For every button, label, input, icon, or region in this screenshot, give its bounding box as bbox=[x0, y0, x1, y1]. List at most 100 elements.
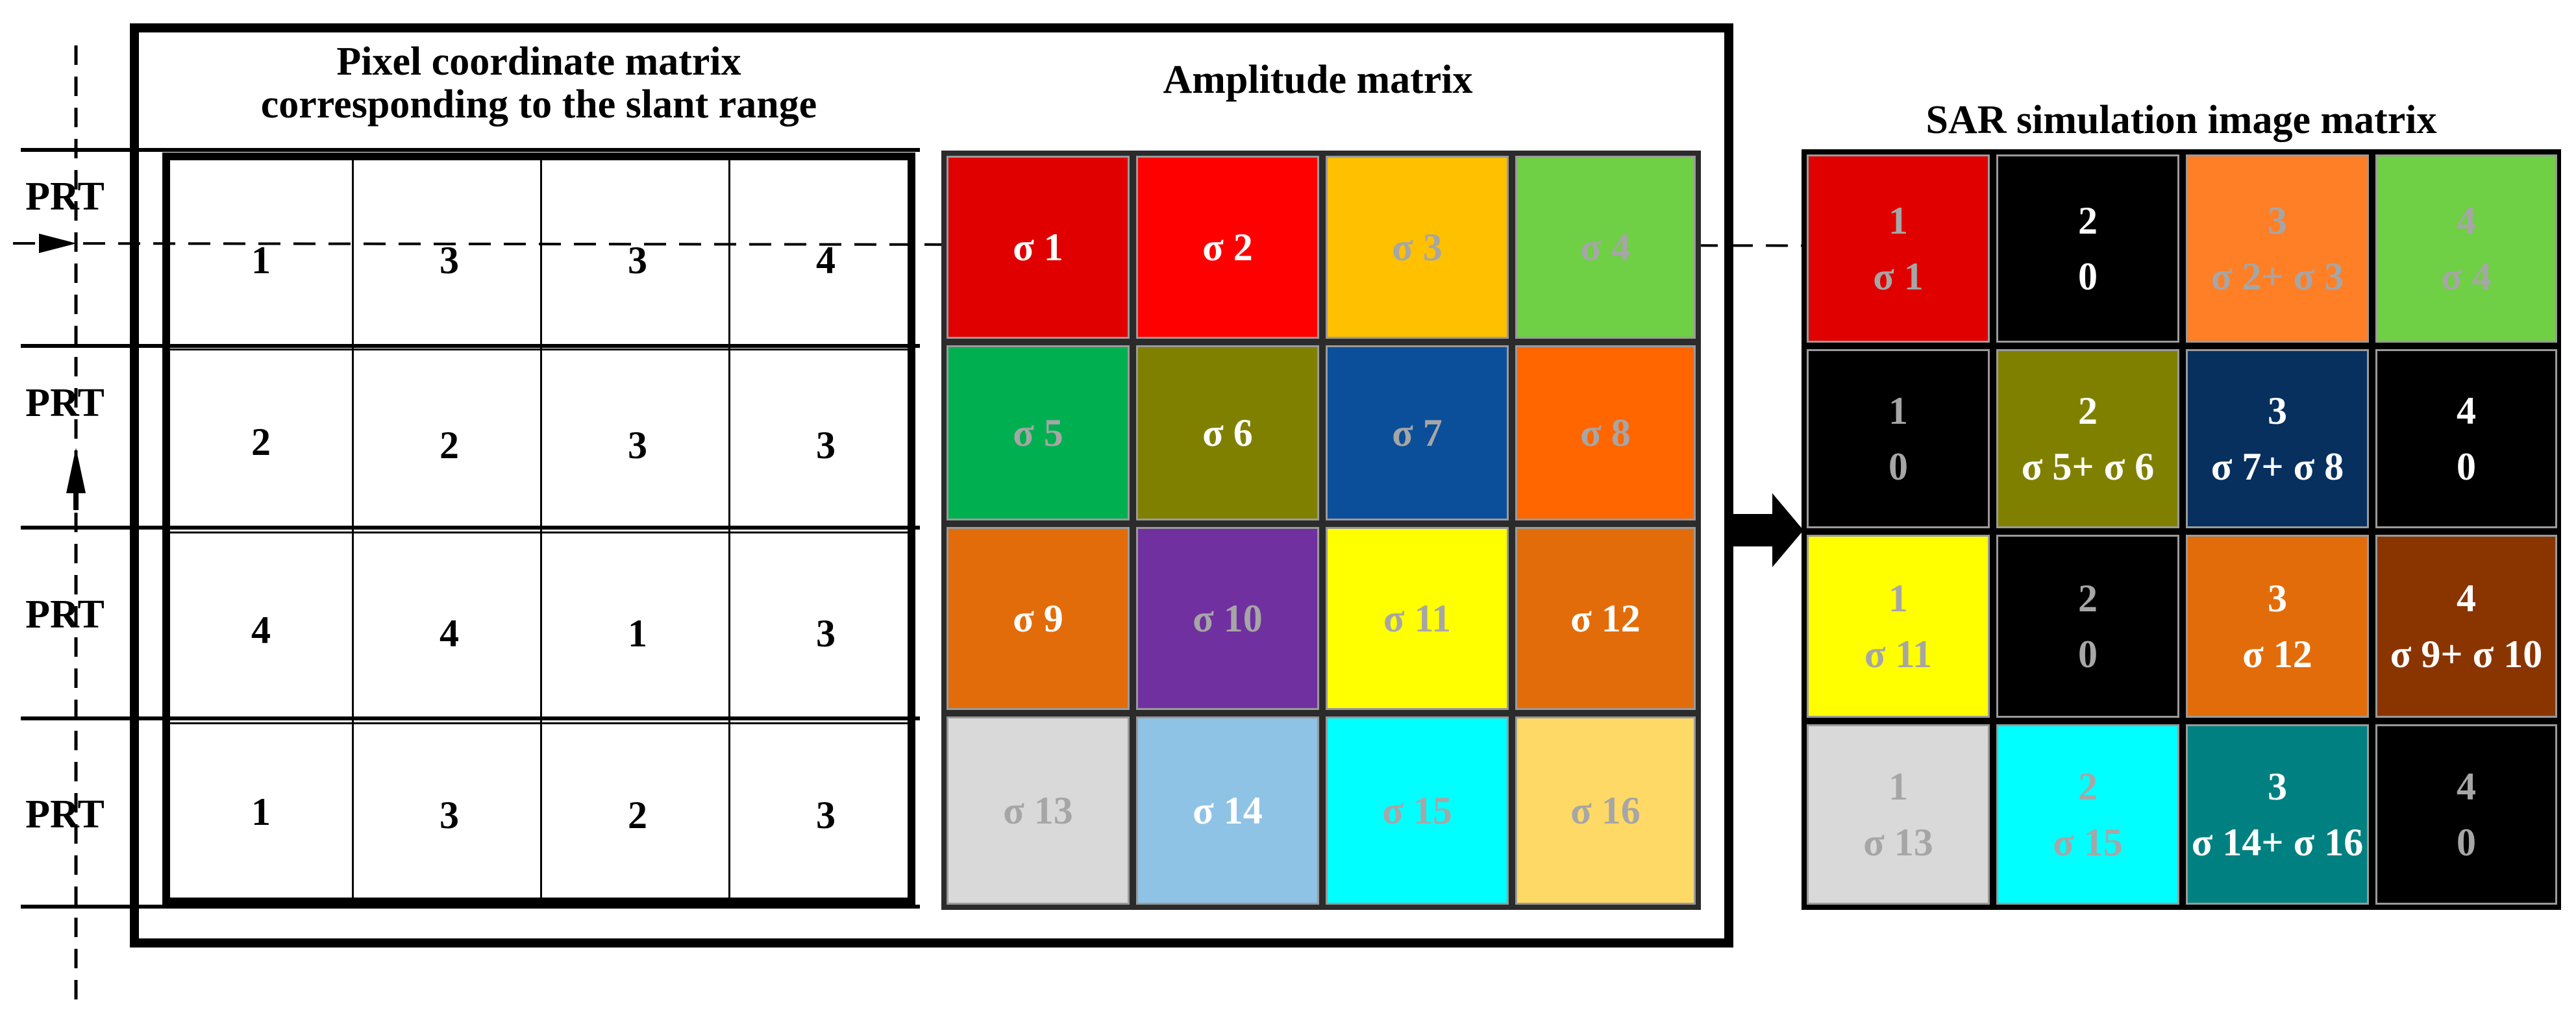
pixel-coordinate-cell: 1 bbox=[251, 239, 271, 282]
transform-arrow-shaft bbox=[1727, 514, 1772, 546]
amplitude-cell: σ 11 bbox=[1326, 527, 1509, 710]
sar-cell-value: σ 4 bbox=[2441, 255, 2492, 298]
amplitude-cell: σ 4 bbox=[1515, 156, 1696, 339]
amplitude-cell: σ 6 bbox=[1136, 345, 1319, 520]
prt-separator-1 bbox=[21, 148, 920, 152]
sar-cell-value: σ 15 bbox=[2053, 821, 2123, 864]
pixel-grid-divider bbox=[170, 532, 908, 533]
pixel-coordinate-cell: 1 bbox=[628, 612, 647, 655]
amplitude-cell: σ 13 bbox=[947, 716, 1130, 905]
prt-separator-2 bbox=[21, 344, 920, 348]
pixel-coordinate-cell: 3 bbox=[440, 239, 459, 282]
sar-cell-index: 4 bbox=[2457, 199, 2476, 242]
sar-cell-value: 0 bbox=[2078, 255, 2098, 298]
sar-cell-value: σ 7+ σ 8 bbox=[2211, 445, 2344, 488]
pixel-coordinate-matrix: 1 3 3 4 2 2 3 3 4 4 1 3 1 3 2 3 bbox=[162, 153, 915, 905]
sar-cell-value: σ 1 bbox=[1873, 255, 1924, 298]
sar-cell-index: 1 bbox=[1889, 765, 1908, 808]
pixel-coordinate-cell: 3 bbox=[628, 239, 647, 282]
sar-cell-index: 4 bbox=[2457, 577, 2476, 620]
amplitude-cell: σ 3 bbox=[1326, 156, 1509, 339]
pixel-grid-divider bbox=[352, 160, 354, 898]
sar-cell: 3 σ 14+ σ 16 bbox=[2186, 724, 2369, 905]
sar-cell: 3 σ 2+ σ 3 bbox=[2186, 154, 2369, 343]
sar-cell-index: 3 bbox=[2268, 389, 2287, 432]
pixel-coordinate-cell: 3 bbox=[816, 794, 836, 837]
pixel-coordinate-cell: 4 bbox=[816, 239, 836, 282]
sar-cell-value: σ 2+ σ 3 bbox=[2211, 255, 2344, 298]
sar-cell-value: σ 14+ σ 16 bbox=[2191, 821, 2364, 864]
sar-cell: 1 σ 13 bbox=[1807, 724, 1990, 905]
pixel-coordinate-cell: 3 bbox=[628, 424, 647, 467]
pixel-coordinate-cell: 4 bbox=[251, 609, 271, 652]
prt-label-4: PRT bbox=[25, 792, 105, 837]
amplitude-cell: σ 9 bbox=[947, 527, 1130, 710]
sar-cell: 3 σ 12 bbox=[2186, 535, 2369, 718]
sar-cell-index: 4 bbox=[2457, 765, 2476, 808]
sar-cell-value: σ 12 bbox=[2242, 633, 2312, 676]
sar-cell: 4 0 bbox=[2375, 349, 2557, 528]
pixel-matrix-title: Pixel coordinate matrix corresponding to… bbox=[162, 40, 915, 126]
sar-cell: 4 σ 9+ σ 10 bbox=[2375, 535, 2557, 718]
sar-cell: 2 0 bbox=[1996, 154, 2179, 343]
sar-cell: 3 σ 7+ σ 8 bbox=[2186, 349, 2369, 528]
sar-cell-index: 1 bbox=[1889, 199, 1908, 242]
pixel-matrix-title-line1: Pixel coordinate matrix bbox=[336, 40, 741, 84]
pixel-coordinate-cell: 2 bbox=[440, 424, 459, 467]
pixel-coordinate-cell: 2 bbox=[628, 794, 647, 837]
azimuth-arrow-shaft bbox=[73, 493, 79, 510]
pixel-grid-divider bbox=[728, 160, 730, 898]
sar-cell-value: 0 bbox=[1889, 445, 1908, 488]
amplitude-cell: σ 15 bbox=[1326, 716, 1509, 905]
amplitude-matrix-title: Amplitude matrix bbox=[1163, 58, 1473, 102]
pixel-grid-divider bbox=[170, 722, 908, 724]
sar-cell: 2 0 bbox=[1996, 535, 2179, 718]
scan-arrow-head bbox=[39, 234, 77, 253]
sar-cell-value: 0 bbox=[2457, 821, 2476, 864]
sar-cell: 4 σ 4 bbox=[2375, 154, 2557, 343]
sar-cell: 1 0 bbox=[1807, 349, 1990, 528]
sar-cell-index: 3 bbox=[2268, 765, 2287, 808]
amplitude-cell: σ 2 bbox=[1136, 156, 1319, 339]
prt-label-1: PRT bbox=[25, 175, 105, 219]
transform-arrow bbox=[1727, 493, 1803, 567]
sar-cell: 1 σ 11 bbox=[1807, 535, 1990, 718]
prt-separator-5 bbox=[21, 905, 920, 909]
sar-cell-index: 2 bbox=[2078, 199, 2098, 242]
amplitude-matrix: σ 1 σ 2 σ 3 σ 4 σ 5 σ 6 σ 7 σ 8 σ 9 σ 10… bbox=[941, 151, 1701, 910]
pixel-coordinate-cell: 2 bbox=[251, 421, 271, 463]
pixel-coordinate-cell: 3 bbox=[816, 612, 836, 655]
amplitude-cell: σ 10 bbox=[1136, 527, 1319, 710]
sar-cell: 4 0 bbox=[2375, 724, 2557, 905]
sar-simulation-matrix: 1 σ 1 2 0 3 σ 2+ σ 3 4 σ 4 1 0 2 σ 5+ σ … bbox=[1802, 149, 2561, 910]
sar-cell-index: 4 bbox=[2457, 389, 2476, 432]
sar-cell-index: 2 bbox=[2078, 765, 2098, 808]
pixel-coordinate-cell: 1 bbox=[251, 790, 271, 833]
sar-cell-value: 0 bbox=[2078, 633, 2098, 676]
sar-cell-index: 3 bbox=[2268, 199, 2287, 242]
prt-label-2: PRT bbox=[25, 381, 105, 425]
amplitude-cell: σ 1 bbox=[947, 156, 1130, 339]
sar-cell-value: σ 13 bbox=[1863, 821, 1933, 864]
amplitude-cell: σ 7 bbox=[1326, 345, 1509, 520]
sar-cell-value: σ 11 bbox=[1864, 633, 1933, 676]
sar-cell: 2 σ 15 bbox=[1996, 724, 2179, 905]
pixel-coordinate-cell: 3 bbox=[816, 424, 836, 467]
sar-cell-value: 0 bbox=[2457, 445, 2476, 488]
prt-separator-4 bbox=[21, 716, 920, 720]
sar-cell-index: 1 bbox=[1889, 389, 1908, 432]
sar-cell: 1 σ 1 bbox=[1807, 154, 1990, 343]
prt-separator-3 bbox=[21, 526, 920, 530]
amplitude-cell: σ 12 bbox=[1515, 527, 1696, 710]
sar-cell-index: 2 bbox=[2078, 577, 2098, 620]
sar-cell-index: 1 bbox=[1889, 577, 1908, 620]
sar-matrix-title: SAR simulation image matrix bbox=[1926, 98, 2437, 142]
sar-cell-value: σ 9+ σ 10 bbox=[2390, 633, 2543, 676]
transform-arrow-head bbox=[1772, 493, 1803, 567]
pixel-matrix-title-line2: corresponding to the slant range bbox=[260, 82, 817, 127]
sar-cell-index: 2 bbox=[2078, 389, 2098, 432]
prt-label-3: PRT bbox=[25, 593, 105, 637]
amplitude-cell: σ 14 bbox=[1136, 716, 1319, 905]
pixel-grid-divider bbox=[170, 349, 908, 350]
pixel-coordinate-cell: 3 bbox=[440, 794, 459, 837]
